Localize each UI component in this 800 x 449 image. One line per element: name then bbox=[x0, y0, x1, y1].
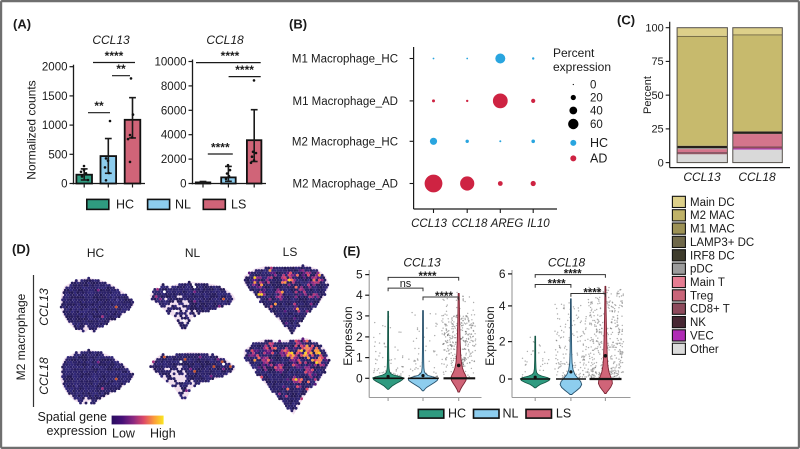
svg-text:M1 Macrophage_AD: M1 Macrophage_AD bbox=[293, 96, 398, 108]
svg-text:0: 0 bbox=[499, 372, 506, 386]
svg-text:(B): (B) bbox=[289, 17, 307, 32]
svg-text:60: 60 bbox=[590, 119, 603, 131]
svg-text:(D): (D) bbox=[12, 242, 30, 257]
svg-text:CCL18: CCL18 bbox=[548, 256, 586, 270]
svg-text:Main DC: Main DC bbox=[690, 197, 735, 209]
svg-text:Other: Other bbox=[690, 344, 719, 356]
svg-text:Main T: Main T bbox=[690, 277, 725, 289]
svg-text:20: 20 bbox=[590, 93, 603, 105]
svg-text:HC: HC bbox=[87, 246, 105, 260]
svg-text:NL: NL bbox=[503, 407, 519, 421]
svg-text:****: **** bbox=[221, 49, 240, 63]
svg-text:NL: NL bbox=[175, 198, 191, 212]
svg-text:Expression: Expression bbox=[483, 306, 497, 365]
svg-text:8000: 8000 bbox=[161, 81, 187, 93]
svg-text:40: 40 bbox=[590, 106, 603, 118]
svg-text:NL: NL bbox=[185, 246, 201, 260]
svg-text:(A): (A) bbox=[13, 17, 31, 32]
svg-text:pDC: pDC bbox=[690, 264, 713, 276]
svg-text:****: **** bbox=[211, 141, 230, 155]
svg-text:Spatial gene: Spatial gene bbox=[37, 410, 107, 424]
svg-text:LAMP3+ DC: LAMP3+ DC bbox=[690, 237, 754, 249]
svg-text:AD: AD bbox=[590, 152, 607, 166]
svg-text:6: 6 bbox=[499, 267, 506, 281]
svg-text:(C): (C) bbox=[617, 13, 635, 28]
svg-text:M1 MAC: M1 MAC bbox=[690, 224, 735, 236]
svg-text:10000: 10000 bbox=[155, 57, 187, 69]
svg-text:75: 75 bbox=[651, 56, 663, 68]
svg-text:M2 Macrophage_HC: M2 Macrophage_HC bbox=[292, 136, 398, 148]
svg-text:CCL18: CCL18 bbox=[37, 357, 51, 395]
svg-text:4000: 4000 bbox=[161, 130, 187, 142]
svg-text:CCL18: CCL18 bbox=[206, 33, 244, 47]
svg-text:1500: 1500 bbox=[42, 91, 68, 103]
svg-text:CCL13: CCL13 bbox=[92, 33, 130, 47]
svg-text:AREG: AREG bbox=[490, 218, 524, 230]
svg-text:expression: expression bbox=[47, 424, 107, 438]
svg-text:**: ** bbox=[116, 62, 126, 76]
svg-text:2: 2 bbox=[499, 335, 506, 349]
svg-text:0: 0 bbox=[356, 371, 363, 385]
svg-text:HC: HC bbox=[590, 136, 608, 150]
svg-text:IRF8 DC: IRF8 DC bbox=[690, 250, 735, 262]
svg-text:LS: LS bbox=[283, 245, 298, 259]
svg-text:HC: HC bbox=[448, 407, 466, 421]
svg-text:CCL13: CCL13 bbox=[683, 170, 721, 184]
svg-text:****: **** bbox=[583, 287, 601, 299]
svg-text:LS: LS bbox=[231, 198, 246, 212]
svg-text:M2 MAC: M2 MAC bbox=[690, 210, 735, 222]
svg-text:CCL13: CCL13 bbox=[411, 218, 447, 230]
svg-text:0: 0 bbox=[590, 80, 596, 92]
svg-text:6000: 6000 bbox=[161, 105, 187, 117]
svg-text:****: **** bbox=[548, 278, 566, 290]
svg-text:M1 Macrophage_HC: M1 Macrophage_HC bbox=[292, 54, 398, 66]
svg-text:Percent: Percent bbox=[553, 46, 595, 60]
svg-text:HC: HC bbox=[116, 198, 134, 212]
svg-text:****: **** bbox=[419, 271, 437, 283]
svg-text:50: 50 bbox=[651, 90, 663, 102]
svg-text:100: 100 bbox=[645, 23, 663, 35]
svg-text:3: 3 bbox=[356, 309, 363, 323]
svg-text:1: 1 bbox=[356, 351, 363, 365]
svg-text:CCL13: CCL13 bbox=[403, 256, 441, 270]
svg-text:VEC: VEC bbox=[690, 330, 714, 342]
svg-text:****: **** bbox=[564, 268, 582, 280]
svg-text:500: 500 bbox=[48, 149, 67, 161]
svg-text:2000: 2000 bbox=[42, 62, 68, 74]
svg-text:ns: ns bbox=[400, 278, 412, 290]
svg-text:Percent: Percent bbox=[642, 76, 654, 114]
svg-text:25: 25 bbox=[651, 124, 663, 136]
svg-text:****: **** bbox=[435, 291, 453, 303]
svg-text:0: 0 bbox=[61, 179, 67, 191]
svg-text:0: 0 bbox=[658, 157, 664, 169]
svg-text:M2 Macrophage_AD: M2 Macrophage_AD bbox=[293, 179, 398, 191]
svg-text:2000: 2000 bbox=[161, 154, 187, 166]
svg-text:****: **** bbox=[235, 63, 254, 77]
svg-text:M2 macrophage: M2 macrophage bbox=[14, 293, 28, 380]
svg-text:4: 4 bbox=[356, 288, 363, 302]
svg-text:LS: LS bbox=[556, 407, 571, 421]
svg-text:5: 5 bbox=[356, 268, 363, 282]
svg-text:High: High bbox=[150, 427, 176, 441]
svg-text:0: 0 bbox=[180, 179, 186, 191]
svg-text:CD8+ T: CD8+ T bbox=[690, 304, 730, 316]
svg-text:Normalized counts: Normalized counts bbox=[25, 80, 39, 179]
svg-text:1000: 1000 bbox=[42, 120, 68, 132]
svg-text:NK: NK bbox=[690, 317, 706, 329]
svg-text:Expression: Expression bbox=[341, 306, 355, 365]
svg-text:CCL13: CCL13 bbox=[37, 288, 51, 326]
svg-text:CCL18: CCL18 bbox=[452, 218, 488, 230]
svg-text:****: **** bbox=[105, 49, 124, 63]
svg-text:IL10: IL10 bbox=[527, 218, 550, 230]
svg-text:2: 2 bbox=[356, 330, 363, 344]
svg-text:**: ** bbox=[94, 99, 104, 113]
svg-text:(E): (E) bbox=[343, 244, 360, 259]
svg-text:CCL18: CCL18 bbox=[738, 170, 776, 184]
svg-text:Treg: Treg bbox=[690, 290, 713, 302]
svg-text:4: 4 bbox=[499, 299, 506, 313]
svg-text:expression: expression bbox=[553, 60, 611, 74]
svg-text:Low: Low bbox=[112, 427, 136, 441]
